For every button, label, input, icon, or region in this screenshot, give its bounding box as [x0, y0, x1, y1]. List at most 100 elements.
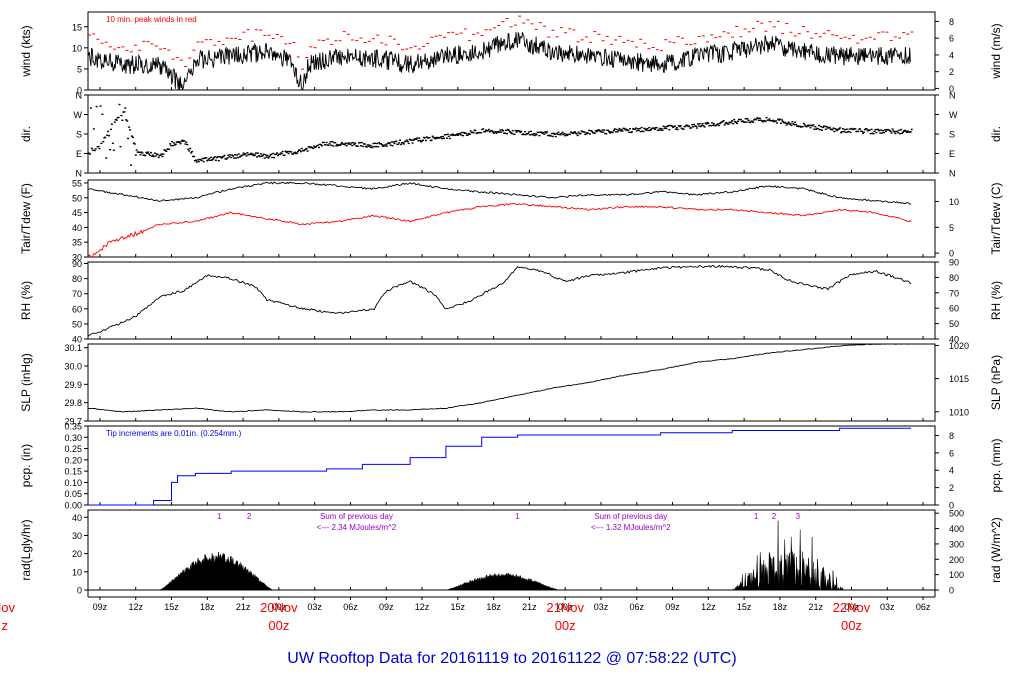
- dir-point: [684, 125, 687, 128]
- dir-point: [897, 132, 900, 134]
- x-tick-label: 09z: [93, 602, 108, 612]
- right-tick-label-dir: E: [949, 149, 955, 159]
- dir-point: [451, 133, 454, 135]
- dir-point: [398, 142, 401, 144]
- dir-point: [160, 153, 163, 155]
- dir-point: [653, 128, 656, 131]
- left-tick-label-rh: 90: [72, 259, 82, 269]
- dir-point: [618, 127, 621, 130]
- dir-point: [757, 117, 759, 120]
- dir-point: [523, 133, 526, 136]
- dir-point: [351, 144, 354, 147]
- dir-point: [297, 150, 299, 153]
- dir-point: [803, 124, 806, 126]
- dir-point: [88, 152, 90, 154]
- dir-point: [280, 152, 283, 155]
- left-tick-label-rh: 50: [72, 319, 82, 329]
- dir-point: [550, 132, 553, 135]
- dir-point: [862, 132, 864, 134]
- dir-point: [336, 143, 339, 146]
- left-tick-label-rad: 10: [72, 567, 82, 577]
- dir-point: [772, 119, 775, 122]
- dir-point: [145, 151, 148, 154]
- dir-point: [736, 122, 738, 125]
- dir-point: [294, 151, 297, 153]
- dir-point: [790, 124, 793, 126]
- dir-point: [92, 128, 95, 130]
- dir-point: [599, 130, 602, 132]
- dir-point: [196, 159, 199, 161]
- dir-point: [283, 154, 286, 157]
- dir-point: [251, 154, 254, 156]
- dir-point: [306, 150, 309, 152]
- ylabel-right-rad: rad (W/m^2): [989, 517, 1003, 583]
- left-tick-label-dir: W: [74, 110, 83, 120]
- dir-point: [418, 137, 421, 139]
- dir-point: [115, 119, 118, 121]
- dir-point: [648, 126, 651, 129]
- dir-point: [511, 130, 514, 132]
- dir-point: [206, 160, 209, 162]
- dir-point: [832, 127, 835, 129]
- dir-point: [861, 130, 863, 133]
- dir-point: [882, 130, 884, 132]
- date-label: 22Nov: [833, 600, 871, 615]
- x-tick-label: 00z: [272, 602, 287, 612]
- dir-point: [608, 131, 611, 133]
- dir-point: [151, 155, 153, 157]
- dir-point: [857, 130, 860, 133]
- dir-point: [330, 144, 333, 146]
- left-tick-label-pcp: 0.30: [64, 433, 82, 443]
- dir-point: [600, 131, 603, 133]
- dir-point: [227, 154, 230, 156]
- dir-point: [431, 135, 434, 137]
- dir-point: [117, 116, 120, 119]
- dir-point: [459, 132, 462, 135]
- dir-point: [430, 139, 433, 141]
- dir-point: [764, 120, 767, 123]
- dir-point: [576, 134, 579, 137]
- dir-point: [350, 142, 353, 144]
- right-tick-label-dir: N: [949, 169, 956, 179]
- dir-point: [410, 139, 413, 141]
- dir-point: [245, 155, 248, 157]
- dir-point: [190, 152, 193, 154]
- dir-point: [487, 128, 490, 131]
- rad-annotation: <--- 1.32 MJoules/m^2: [591, 523, 671, 532]
- dir-point: [821, 129, 823, 131]
- dir-point: [265, 156, 268, 158]
- dir-point: [589, 133, 591, 135]
- dir-point: [627, 129, 630, 131]
- dir-point: [320, 145, 323, 147]
- right-tick-label-wind: 0: [949, 84, 954, 94]
- dir-point: [574, 132, 577, 134]
- dir-point: [180, 140, 183, 142]
- dir-point: [366, 144, 369, 146]
- dir-point: [768, 118, 771, 120]
- rad-annotation: 2: [772, 512, 777, 521]
- dir-point: [712, 124, 715, 126]
- right-tick-label-rad: 0: [949, 586, 954, 596]
- dir-point: [219, 156, 222, 158]
- x-tick-label: 06z: [343, 602, 358, 612]
- dir-point: [349, 143, 352, 146]
- dir-point: [649, 129, 652, 132]
- dir-point: [809, 127, 812, 129]
- dir-point: [455, 134, 458, 136]
- dir-point: [467, 132, 470, 135]
- dir-point: [569, 133, 571, 135]
- dir-point: [831, 129, 834, 131]
- dir-point: [735, 121, 738, 123]
- dir-point: [556, 133, 559, 135]
- rad-day-1: [445, 572, 560, 591]
- dir-point: [392, 141, 395, 143]
- dir-point: [758, 119, 760, 121]
- date-label-clipped: Nov: [0, 600, 15, 615]
- dir-point: [233, 157, 236, 159]
- dir-point: [546, 131, 549, 133]
- dir-point: [616, 131, 619, 133]
- dir-point: [557, 131, 560, 133]
- right-tick-label-temp: 0: [949, 249, 954, 259]
- dir-point: [400, 143, 403, 146]
- dir-point: [807, 125, 810, 127]
